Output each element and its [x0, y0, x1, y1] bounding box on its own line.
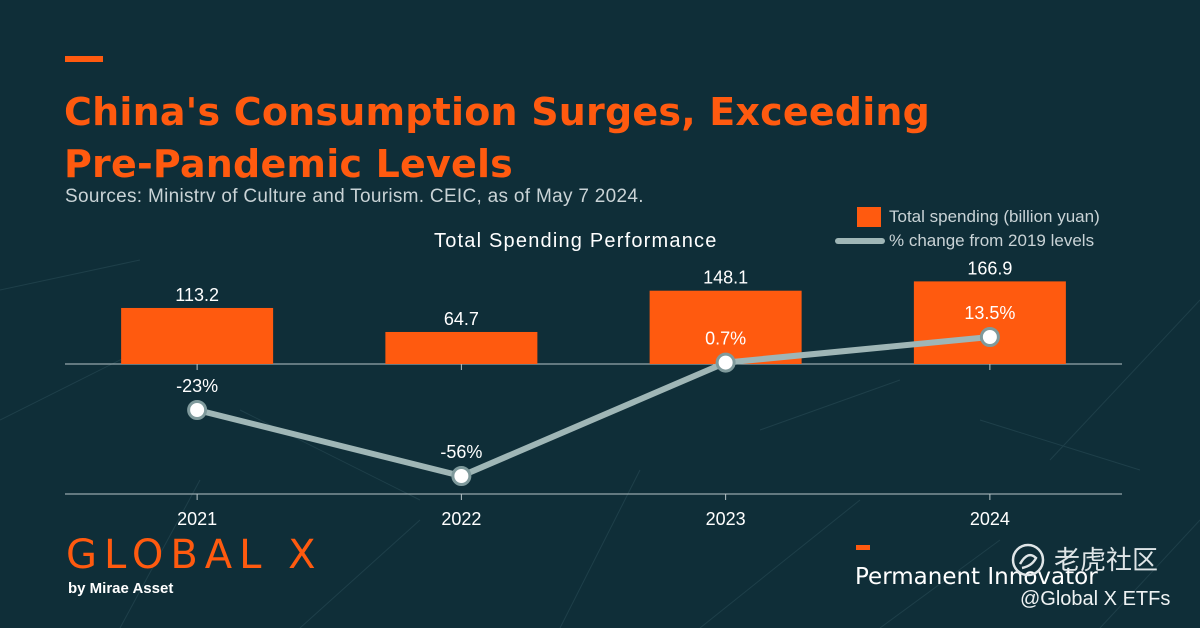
x-tick-label: 2022: [441, 509, 481, 529]
line-point-2022: [451, 466, 472, 486]
legend-bar-label: Total spending (billion yuan): [889, 207, 1100, 226]
tagline-accent-dash: [856, 545, 870, 550]
bar-2024: [913, 281, 1066, 364]
source-note: Sources: Ministrv of Culture and Tourism…: [65, 186, 644, 207]
page-title: China's Consumption Surges, Exceeding Pr…: [64, 90, 931, 186]
tagline: Permanent Innovator: [855, 564, 1098, 590]
x-tick-label: 2024: [970, 509, 1010, 529]
legend-item-bars: Total spending (billion yuan): [835, 205, 1100, 229]
legend-line-swatch: [835, 238, 885, 244]
bar-2021: [121, 307, 274, 364]
watermark-community: 老虎社区: [1054, 545, 1159, 575]
bar-2022: [385, 331, 538, 364]
watermark-tiger-icon: [1011, 543, 1045, 577]
bar-2023: [649, 290, 802, 364]
brand-logo: GLOBAL X: [66, 532, 323, 578]
line-value-label: 13.5%: [964, 303, 1015, 323]
legend-line-label: % change from 2019 levels: [889, 231, 1095, 250]
bar-value-label: 148.1: [703, 268, 748, 288]
legend-item-line: % change from 2019 levels: [835, 229, 1100, 253]
percent-change-line: [194, 334, 993, 479]
brand-subtitle: by Mirae Asset: [68, 580, 174, 597]
chart-legend: Total spending (billion yuan) % change f…: [835, 205, 1100, 253]
line-value-label: 0.7%: [705, 329, 746, 349]
legend-bar-swatch: [857, 207, 881, 227]
bar-value-label: 166.9: [967, 258, 1012, 278]
x-tick-label: 2023: [706, 509, 746, 529]
chart-title: Total Spending Performance: [434, 230, 718, 252]
line-value-label: -23%: [176, 376, 218, 396]
line-point-2023: [715, 352, 736, 373]
x-tick-label: 2021: [177, 509, 217, 529]
watermark-handle: @Global X ETFs: [1020, 588, 1171, 610]
bar-value-label: 113.2: [175, 285, 219, 305]
bar-value-label: 64.7: [444, 309, 479, 329]
title-accent-dash: [65, 56, 103, 62]
line-point-2024: [979, 327, 1000, 347]
line-point-2021: [187, 400, 208, 420]
line-value-label: -56%: [440, 442, 482, 462]
